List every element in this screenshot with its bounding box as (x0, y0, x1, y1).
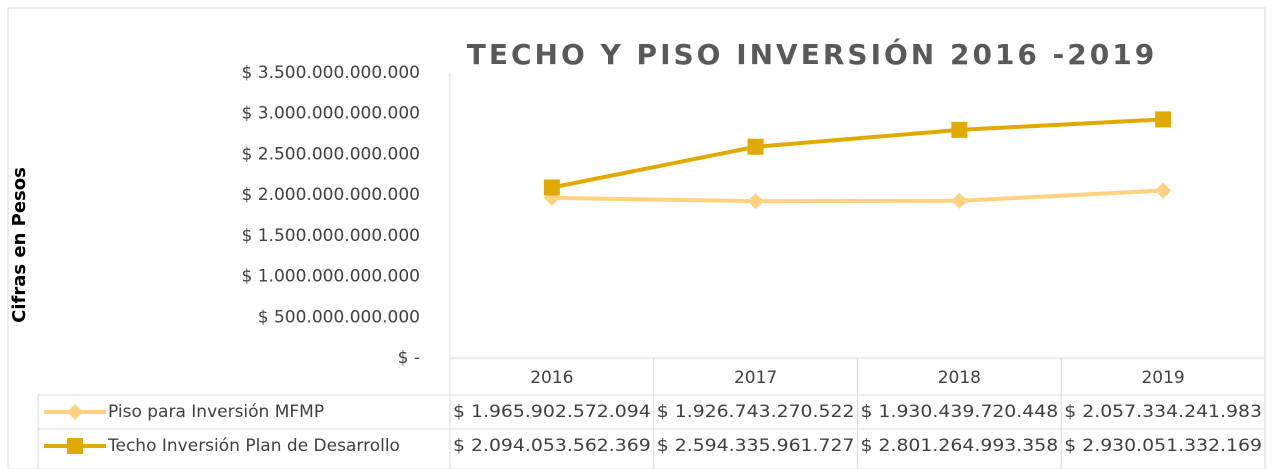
data-label: $ 2.057.334.241.983 (1064, 402, 1262, 422)
chart-border (7, 7, 1266, 469)
series-line (551, 188, 1164, 204)
marker (1155, 182, 1172, 199)
chart-title: TECHO Y PISO INVERSIÓN 2016 -2019 (467, 37, 1157, 71)
legend-marker (67, 404, 83, 420)
series-line (551, 117, 1164, 190)
data-label: $ 1.926.743.270.522 (657, 402, 855, 422)
y-tick-label: $ - (398, 348, 420, 368)
y-tick-label: $ 2.000.000.000.000 (242, 185, 420, 205)
legend-marker (67, 438, 83, 454)
data-label: $ 1.965.902.572.094 (453, 402, 651, 422)
y-tick-label: $ 2.500.000.000.000 (242, 144, 420, 164)
marker (951, 192, 968, 209)
data-label: $ 2.930.051.332.169 (1064, 436, 1262, 456)
x-tick-label: 2017 (734, 368, 777, 388)
y-tick-label: $ 1.500.000.000.000 (242, 226, 420, 246)
data-label: $ 1.930.439.720.448 (861, 402, 1059, 422)
y-tick-label: $ 1.000.000.000.000 (242, 267, 420, 287)
data-label: $ 2.801.264.993.358 (861, 436, 1059, 456)
x-tick-label: 2018 (938, 368, 981, 388)
legend-label: Piso para Inversión MFMP (108, 402, 324, 422)
y-tick-label: $ 500.000.000.000 (258, 307, 420, 327)
y-tick-label: $ 3.500.000.000.000 (242, 63, 420, 83)
x-tick-label: 2016 (530, 368, 573, 388)
marker (747, 138, 764, 155)
data-label: $ 2.094.053.562.369 (453, 436, 651, 456)
data-label: $ 2.594.335.961.727 (657, 436, 855, 456)
x-tick-label: 2019 (1141, 368, 1184, 388)
legend-label: Techo Inversión Plan de Desarrollo (107, 436, 400, 456)
y-axis-title: Cifras en Pesos (9, 167, 30, 323)
y-tick-label: $ 3.000.000.000.000 (242, 104, 420, 124)
marker (747, 193, 764, 210)
marker (543, 179, 560, 196)
marker (951, 121, 968, 138)
marker (1155, 111, 1172, 128)
